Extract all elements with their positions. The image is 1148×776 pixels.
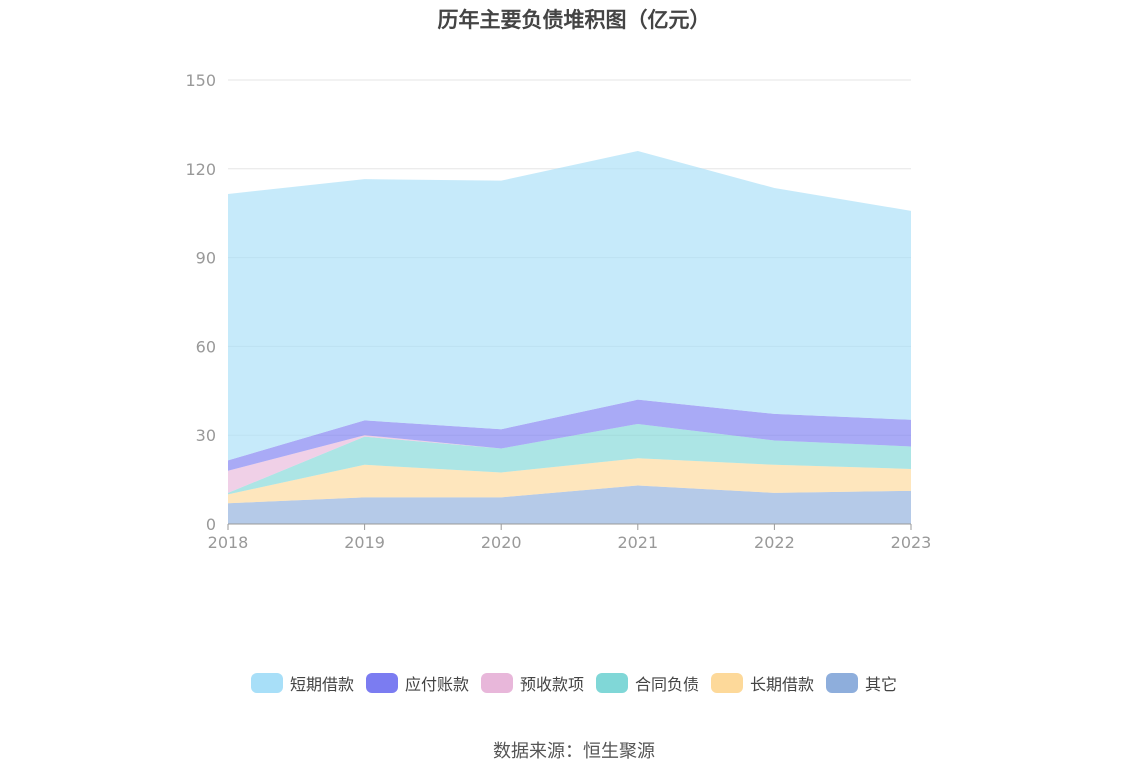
area-series xyxy=(228,458,911,504)
legend-swatch xyxy=(826,673,859,693)
legend-item[interactable]: 短期借款 xyxy=(250,671,354,695)
legend-swatch xyxy=(711,673,744,693)
legend-label: 预收款项 xyxy=(519,675,584,694)
y-tick-label: 120 xyxy=(185,160,216,179)
legend-label: 其它 xyxy=(865,675,898,694)
legend-label: 短期借款 xyxy=(289,675,354,694)
legend-item[interactable]: 应付账款 xyxy=(365,671,469,695)
legend-item[interactable]: 合同负债 xyxy=(596,671,699,695)
y-tick-label: 30 xyxy=(196,426,216,445)
legend-item[interactable]: 预收款项 xyxy=(480,671,584,695)
y-tick-label: 60 xyxy=(196,337,216,356)
x-tick-label: 2021 xyxy=(617,533,658,552)
area-series xyxy=(228,423,911,495)
x-tick-label: 2023 xyxy=(891,533,932,552)
legend-swatch xyxy=(365,673,398,693)
legend-swatch xyxy=(480,673,513,693)
area-series xyxy=(228,399,911,471)
chart-legend: 短期借款 应付账款 预收款项 合同负债 长期借款 其它 xyxy=(0,671,1148,695)
chart-title: 历年主要负债堆积图（亿元） xyxy=(437,8,711,32)
legend-label: 应付账款 xyxy=(404,675,469,694)
legend-label: 合同负债 xyxy=(635,675,700,694)
legend-item[interactable]: 长期借款 xyxy=(711,671,814,695)
y-tick-label: 0 xyxy=(206,515,216,534)
area-series xyxy=(228,485,911,524)
legend-swatch xyxy=(596,673,628,693)
legend-item[interactable]: 其它 xyxy=(826,671,897,695)
x-tick-label: 2022 xyxy=(754,533,795,552)
legend-label: 长期借款 xyxy=(750,675,815,694)
x-tick-label: 2020 xyxy=(481,533,522,552)
legend-swatch xyxy=(250,673,283,693)
x-tick-label: 2018 xyxy=(208,533,249,552)
y-tick-label: 150 xyxy=(185,71,216,90)
x-tick-label: 2019 xyxy=(344,533,385,552)
area-series xyxy=(228,151,911,461)
data-source-note: 数据来源：恒生聚源 xyxy=(493,741,655,762)
y-tick-label: 90 xyxy=(196,249,216,268)
